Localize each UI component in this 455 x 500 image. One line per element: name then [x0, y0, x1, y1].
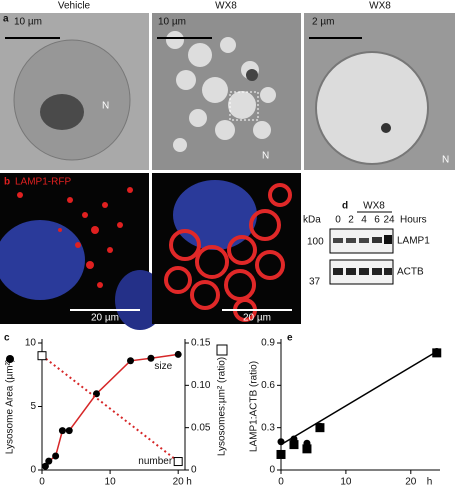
nucleus-label: N [262, 151, 269, 162]
band-label: LAMP1 [397, 236, 430, 247]
panel-header: WX8 [369, 1, 391, 12]
series-label: size [154, 361, 172, 372]
data-line [41, 354, 179, 463]
panel-header: Vehicle [58, 1, 91, 12]
scale-bar-label: 10 µm [158, 17, 186, 28]
y-tick-label: 0.9 [261, 338, 275, 349]
nucleus-label: N [442, 155, 449, 166]
y-tick-label: 10 [25, 338, 37, 349]
hour-label: 6 [374, 215, 380, 226]
x-tick-label: 20 [173, 477, 185, 488]
data-point [127, 357, 135, 365]
x-tick-label: 0 [39, 477, 45, 488]
y-tick-label: 0.3 [261, 422, 275, 433]
data-point [45, 457, 53, 465]
y-tick-label: 0 [30, 465, 36, 476]
hour-label: 24 [383, 215, 395, 226]
panel-header: WX8 [215, 1, 237, 12]
data-point [147, 354, 155, 362]
x-tick-label: 10 [105, 477, 117, 488]
hours-label: Hours [400, 215, 427, 226]
kda-marker: 100 [307, 237, 324, 248]
treatment-label: WX8 [363, 201, 385, 212]
data-point [315, 423, 325, 433]
data-point [173, 457, 183, 467]
y-axis-label: Lysosome Area (µm²) [5, 359, 16, 454]
panel-label: d [342, 201, 348, 212]
data-point [277, 438, 285, 446]
hour-label: 2 [348, 215, 354, 226]
y2-axis-label: Lysosomes:µm² (ratio) [217, 357, 228, 456]
data-point [37, 351, 47, 361]
hour-label: 4 [361, 215, 367, 226]
y2-tick-label: 0 [191, 465, 197, 476]
y2-tick-label: 0.10 [191, 380, 211, 391]
scale-bar-label: 10 µm [14, 17, 42, 28]
panel-title: LAMP1-RFP [15, 177, 71, 188]
fluorescence-images [0, 173, 301, 330]
panel-label: e [287, 333, 293, 344]
x-tick-label: 10 [340, 477, 352, 488]
y-tick-label: 0.6 [261, 380, 275, 391]
nucleus-label: N [102, 101, 109, 112]
em-images [0, 13, 455, 170]
data-point [58, 427, 66, 435]
y2-tick-label: 0.15 [191, 338, 211, 349]
y-tick-label: 0 [269, 465, 275, 476]
x-axis-label: h [427, 477, 433, 488]
x-tick-label: 0 [278, 477, 284, 488]
panel-label: a [3, 14, 9, 25]
x-axis-label: h [186, 477, 192, 488]
data-point [302, 444, 312, 454]
scale-bar-label: 20 µm [91, 313, 119, 324]
scale-bar-label: 2 µm [312, 17, 334, 28]
y2-tick-label: 0.05 [191, 422, 211, 433]
kda-label: kDa [303, 215, 321, 226]
data-point [276, 449, 286, 459]
y-axis-label: LAMP1:ACTB (ratio) [249, 361, 260, 452]
data-point [65, 427, 73, 435]
western-blot [329, 211, 394, 285]
panel-label: c [4, 333, 10, 344]
data-point [432, 348, 442, 358]
legend-marker [216, 344, 228, 356]
hour-label: 0 [335, 215, 341, 226]
data-point [52, 452, 60, 460]
band-label: ACTB [397, 267, 424, 278]
scale-bar-label: 20 µm [243, 313, 271, 324]
data-line [280, 350, 438, 446]
data-point [289, 440, 299, 450]
y-tick-label: 5 [30, 401, 36, 412]
x-tick-label: 20 [405, 477, 417, 488]
series-label: number [138, 456, 173, 467]
kda-marker: 37 [309, 277, 321, 288]
panel-label: b [4, 177, 10, 188]
data-point [41, 462, 49, 470]
data-point [174, 350, 182, 358]
legend-marker [6, 355, 14, 363]
